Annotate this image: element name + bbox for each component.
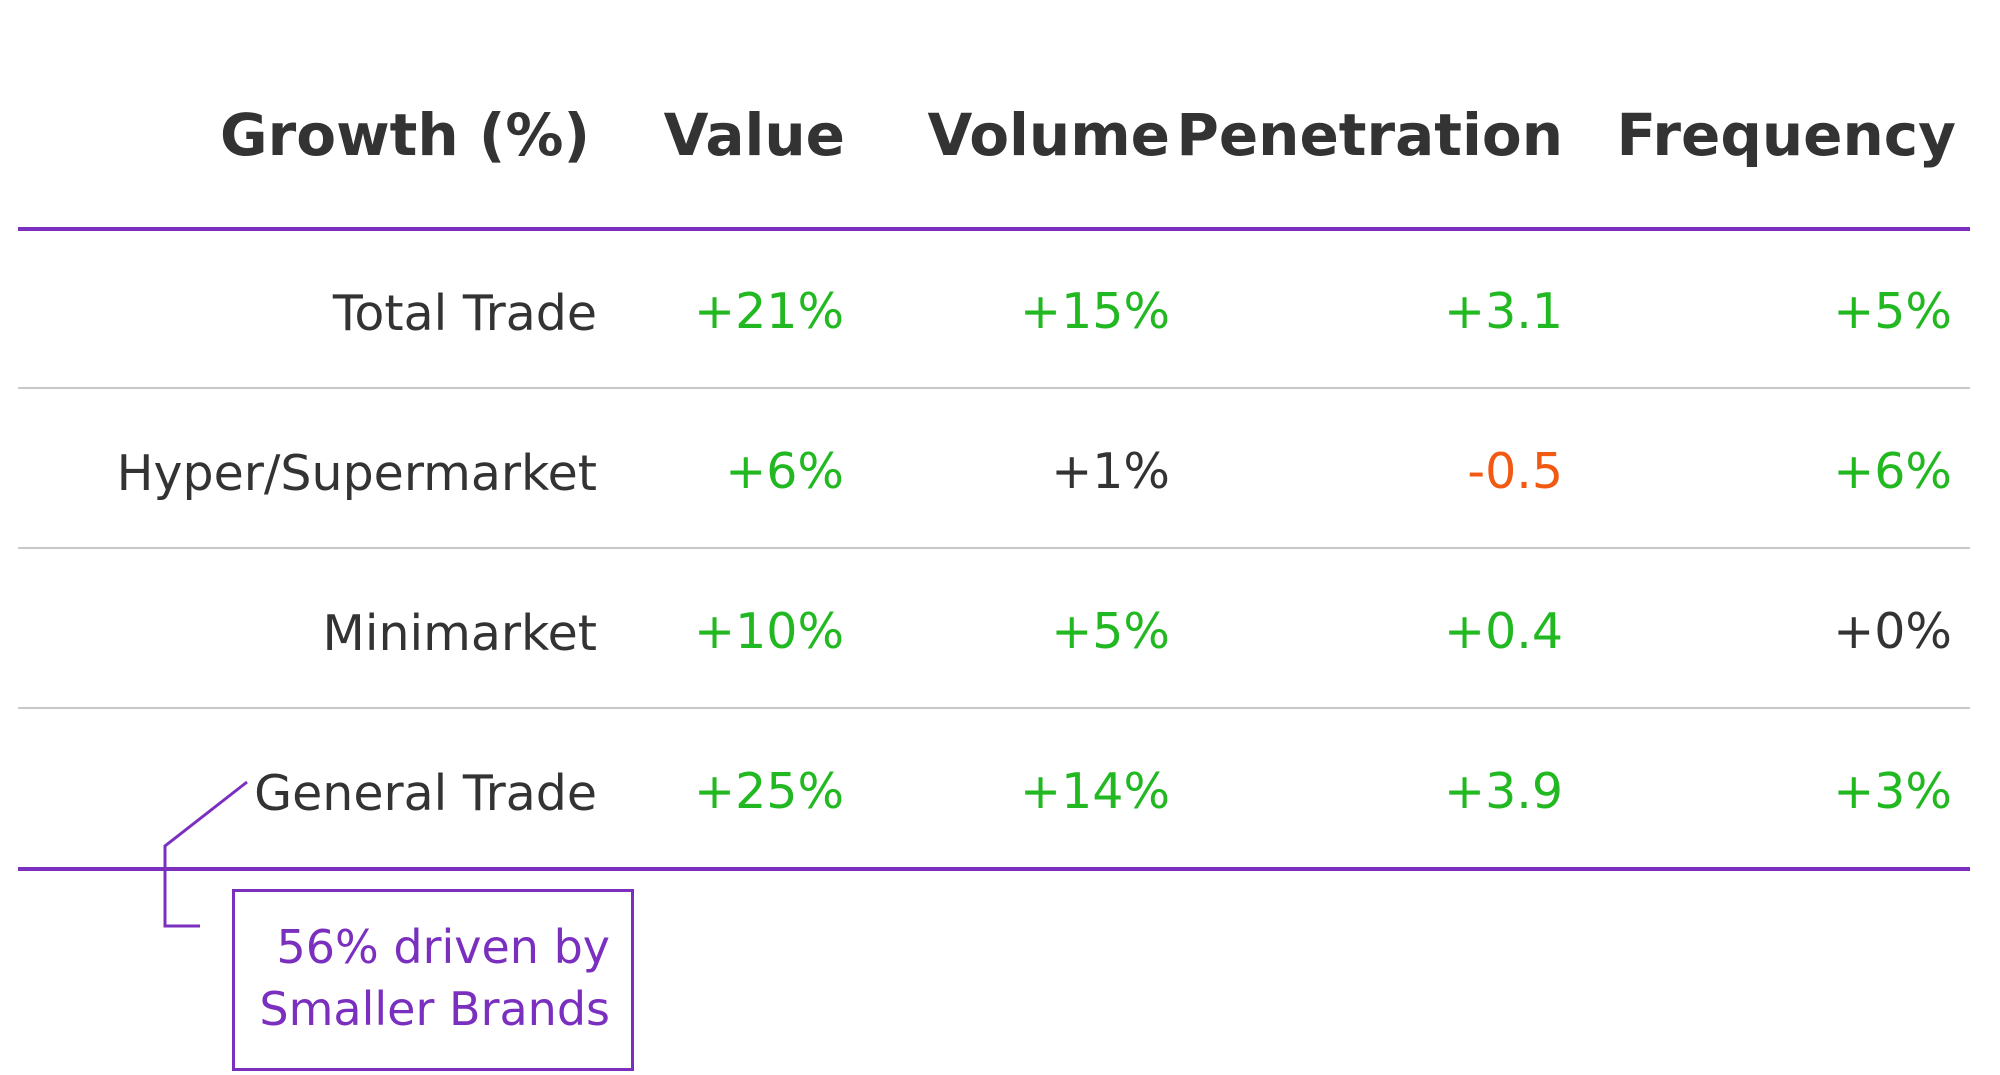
cell-minimarket-value: +10% [694,603,844,660]
cell-total-trade-penetration: +3.1 [1444,283,1563,340]
column-header-frequency: Frequency [1616,101,1956,169]
callout-text: 56% driven by Smaller Brands [232,916,610,1040]
row-divider [18,707,1970,709]
cell-general-trade-value: +25% [694,763,844,820]
column-header-penetration: Penetration [1176,101,1563,169]
cell-total-trade-volume: +15% [1020,283,1170,340]
row-label-minimarket: Minimarket [322,605,597,662]
row-divider [18,547,1970,549]
cell-total-trade-frequency: +5% [1833,283,1952,340]
cell-minimarket-frequency: +0% [1833,603,1952,660]
cell-hyper-supermarket-volume: +1% [1051,443,1170,500]
cell-hyper-supermarket-penetration: -0.5 [1467,443,1563,500]
table-bottom-border [18,867,1970,871]
callout-line-2: Smaller Brands [259,982,610,1036]
row-label-total-trade: Total Trade [332,285,597,342]
header-divider [18,227,1970,231]
callout-box [232,889,634,1071]
column-header-volume: Volume [927,101,1170,169]
cell-general-trade-volume: +14% [1020,763,1170,820]
column-header-value: Value [663,101,845,169]
cell-total-trade-value: +21% [694,283,844,340]
column-header-growth: Growth (%) [220,101,590,169]
cell-hyper-supermarket-frequency: +6% [1833,443,1952,500]
cell-minimarket-volume: +5% [1051,603,1170,660]
cell-general-trade-penetration: +3.9 [1444,763,1563,820]
callout-line-1: 56% driven by [276,920,610,974]
row-divider [18,387,1970,389]
cell-general-trade-frequency: +3% [1833,763,1952,820]
row-label-general-trade: General Trade [254,765,597,822]
cell-minimarket-penetration: +0.4 [1444,603,1563,660]
cell-hyper-supermarket-value: +6% [725,443,844,500]
row-label-hyper-supermarket: Hyper/Supermarket [116,445,597,502]
